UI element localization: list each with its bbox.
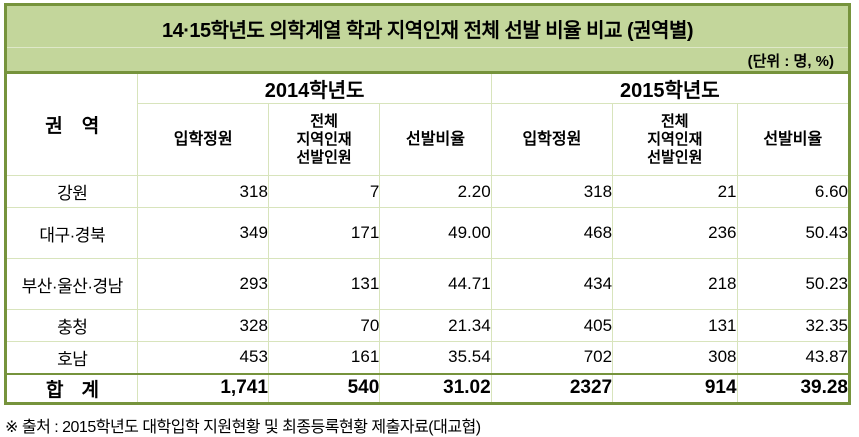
table-row-total: 합 계 1,741 540 31.02 2327 914 39.28 — [4, 372, 851, 404]
total-label-cell: 합 계 — [4, 372, 139, 404]
value-cell: 131 — [267, 258, 381, 310]
col-header-2014-ratio: 선발비율 — [379, 103, 492, 176]
value-cell: 453 — [137, 341, 269, 374]
value-cell: 7 — [267, 175, 381, 208]
year-header-2014: 2014학년도 — [137, 72, 492, 104]
region-column-header: 권 역 — [4, 72, 139, 176]
value-cell: 218 — [612, 258, 738, 310]
value-cell: 50.43 — [736, 207, 851, 259]
total-value-cell: 31.02 — [379, 372, 492, 404]
table-row-daegu-gyeongbuk: 대구·경북 349 171 49.00 468 236 50.43 — [4, 207, 851, 259]
title-banner: 14·15학년도 의학계열 학과 지역인재 전체 선발 비율 비교 (권역별) … — [4, 3, 851, 71]
value-cell: 434 — [490, 258, 614, 310]
source-note: ※ 출처 : 2015학년도 대학입학 지원현황 및 최종등록현황 제출자료(대… — [5, 419, 481, 436]
col-header-2015-selected: 전체 지역인재 선발인원 — [612, 103, 738, 176]
value-cell: 161 — [267, 341, 381, 374]
region-cell: 부산·울산·경남 — [4, 258, 139, 310]
data-table: 권 역 2014학년도 2015학년도 입학정원 전체 지역인재 선발인원 선발… — [4, 71, 851, 405]
total-value-cell: 39.28 — [736, 372, 851, 404]
table-row-gangwon: 강원 318 7 2.20 318 21 6.60 — [4, 175, 851, 208]
total-value-cell: 540 — [267, 372, 381, 404]
table-row-honam: 호남 453 161 35.54 702 308 43.87 — [4, 341, 851, 374]
total-value-cell: 914 — [612, 372, 738, 404]
value-cell: 32.35 — [736, 309, 851, 342]
value-cell: 6.60 — [736, 175, 851, 208]
value-cell: 349 — [137, 207, 269, 259]
value-cell: 21.34 — [379, 309, 492, 342]
region-cell: 대구·경북 — [4, 207, 139, 259]
region-cell: 충청 — [4, 309, 139, 342]
value-cell: 293 — [137, 258, 269, 310]
value-cell: 21 — [612, 175, 738, 208]
value-cell: 405 — [490, 309, 614, 342]
column-header-row: 입학정원 전체 지역인재 선발인원 선발비율 입학정원 전체 지역인재 선발인원… — [6, 103, 851, 176]
table-row-chungcheong: 충청 328 70 21.34 405 131 32.35 — [4, 309, 851, 342]
value-cell: 2.20 — [379, 175, 492, 208]
value-cell: 318 — [137, 175, 269, 208]
table-title: 14·15학년도 의학계열 학과 지역인재 전체 선발 비율 비교 (권역별) — [161, 20, 694, 42]
value-cell: 44.71 — [379, 258, 492, 310]
col-header-2015-quota: 입학정원 — [490, 103, 614, 176]
value-cell: 131 — [612, 309, 738, 342]
col-header-2015-ratio: 선발비율 — [736, 103, 851, 176]
value-cell: 43.87 — [736, 341, 851, 374]
value-cell: 171 — [267, 207, 381, 259]
table-row-busan-ulsan-gyeongnam: 부산·울산·경남 293 131 44.71 434 218 50.23 — [4, 258, 851, 310]
unit-label: (단위 : 명, %) — [7, 47, 848, 71]
value-cell: 328 — [137, 309, 269, 342]
year-header-2015: 2015학년도 — [490, 72, 851, 104]
value-cell: 308 — [612, 341, 738, 374]
value-cell: 49.00 — [379, 207, 492, 259]
year-header-row: 권 역 2014학년도 2015학년도 — [4, 72, 851, 176]
col-header-2014-selected: 전체 지역인재 선발인원 — [267, 103, 381, 176]
value-cell: 236 — [612, 207, 738, 259]
col-header-2014-quota: 입학정원 — [137, 103, 269, 176]
value-cell: 35.54 — [379, 341, 492, 374]
region-cell: 호남 — [4, 341, 139, 374]
region-cell: 강원 — [4, 175, 139, 208]
value-cell: 70 — [267, 309, 381, 342]
value-cell: 50.23 — [736, 258, 851, 310]
total-value-cell: 1,741 — [137, 372, 269, 404]
value-cell: 702 — [490, 341, 614, 374]
value-cell: 318 — [490, 175, 614, 208]
value-cell: 468 — [490, 207, 614, 259]
total-value-cell: 2327 — [490, 372, 614, 404]
